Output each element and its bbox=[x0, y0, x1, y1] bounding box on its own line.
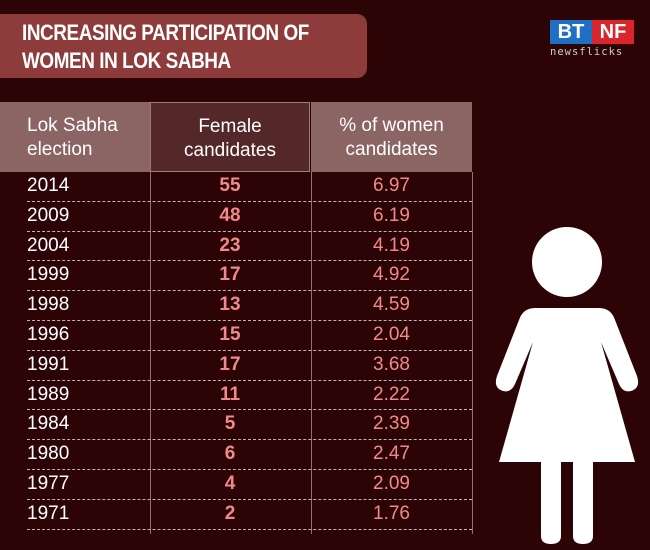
bt-nf-logo: BT NF newsflicks bbox=[550, 20, 634, 58]
header-text: candidates bbox=[345, 139, 438, 160]
table-row: 1989 11 2.22 bbox=[27, 381, 472, 411]
election-year: 1991 bbox=[27, 353, 70, 375]
title-banner: INCREASING PARTICIPATION OF WOMEN IN LOK… bbox=[0, 14, 367, 78]
election-year: 2014 bbox=[27, 175, 70, 196]
female-candidates-value: 5 bbox=[224, 413, 236, 435]
header-percent-women: % of women candidates bbox=[311, 102, 472, 172]
percent-women-value: 2.22 bbox=[373, 383, 410, 405]
percent-women-value: 2.47 bbox=[373, 443, 410, 465]
female-candidates-value: 17 bbox=[219, 353, 241, 375]
female-candidates-value: 23 bbox=[219, 234, 241, 256]
female-candidates-value: 2 bbox=[224, 502, 236, 524]
header-text: candidates bbox=[184, 140, 276, 161]
percent-women-value: 3.68 bbox=[373, 353, 410, 375]
female-candidates-value: 48 bbox=[219, 204, 241, 226]
female-candidates-value: 4 bbox=[224, 473, 236, 494]
percent-women-value: 2.09 bbox=[373, 473, 410, 494]
percent-women-value: 4.59 bbox=[373, 294, 410, 316]
election-year: 1999 bbox=[27, 264, 70, 286]
header-text: Lok Sabha bbox=[27, 115, 118, 136]
column-divider bbox=[472, 172, 473, 534]
header-election: Lok Sabha election bbox=[0, 102, 150, 172]
percent-women-value: 6.97 bbox=[373, 175, 410, 196]
table-row: 2009 48 6.19 bbox=[27, 202, 472, 232]
table-row: 1984 5 2.39 bbox=[27, 410, 472, 441]
title-line-2: WOMEN IN LOK SABHA bbox=[22, 48, 231, 73]
female-candidates-value: 13 bbox=[219, 294, 241, 316]
header-text: Female bbox=[198, 116, 262, 137]
woman-figure-icon bbox=[495, 227, 639, 544]
percent-women-value: 2.04 bbox=[373, 324, 410, 345]
table-row: 1996 15 2.04 bbox=[27, 321, 472, 351]
election-year: 1971 bbox=[27, 502, 70, 524]
percent-women-value: 4.19 bbox=[373, 234, 410, 256]
election-year: 1980 bbox=[27, 443, 70, 465]
header-text: election bbox=[27, 139, 93, 160]
table-row: 1998 13 4.59 bbox=[27, 291, 472, 321]
table-row: 2004 23 4.19 bbox=[27, 232, 472, 262]
header-text: % of women bbox=[339, 115, 444, 136]
female-candidates-value: 55 bbox=[219, 175, 241, 196]
table-row: 1977 4 2.09 bbox=[27, 470, 472, 500]
election-year: 1984 bbox=[27, 413, 70, 435]
election-year: 2004 bbox=[27, 234, 70, 256]
column-divider bbox=[311, 172, 312, 534]
table-row: 1991 17 3.68 bbox=[27, 351, 472, 381]
table-row: 2014 55 6.97 bbox=[27, 172, 472, 202]
table-row: 1971 2 1.76 bbox=[27, 500, 472, 530]
election-year: 1977 bbox=[27, 473, 70, 494]
female-candidates-value: 15 bbox=[219, 324, 241, 345]
title-line-1: INCREASING PARTICIPATION OF bbox=[22, 20, 309, 45]
percent-women-value: 4.92 bbox=[373, 264, 410, 286]
female-candidates-value: 6 bbox=[224, 443, 236, 465]
election-year: 1989 bbox=[27, 383, 70, 405]
election-year: 1996 bbox=[27, 324, 70, 345]
logo-subtitle: newsflicks bbox=[550, 46, 624, 58]
female-candidates-value: 17 bbox=[219, 264, 241, 286]
table-row: 1980 6 2.47 bbox=[27, 440, 472, 470]
election-year: 1998 bbox=[27, 294, 70, 316]
percent-women-value: 1.76 bbox=[373, 502, 410, 524]
percent-women-value: 2.39 bbox=[373, 413, 410, 435]
table-row: 1999 17 4.92 bbox=[27, 261, 472, 292]
column-divider bbox=[150, 172, 151, 534]
logo-bt: BT bbox=[550, 20, 592, 44]
header-female-candidates: Female candidates bbox=[150, 102, 310, 172]
logo-nf: NF bbox=[592, 20, 634, 44]
percent-women-value: 6.19 bbox=[373, 204, 410, 226]
female-candidates-value: 11 bbox=[219, 383, 241, 405]
election-year: 2009 bbox=[27, 204, 70, 226]
